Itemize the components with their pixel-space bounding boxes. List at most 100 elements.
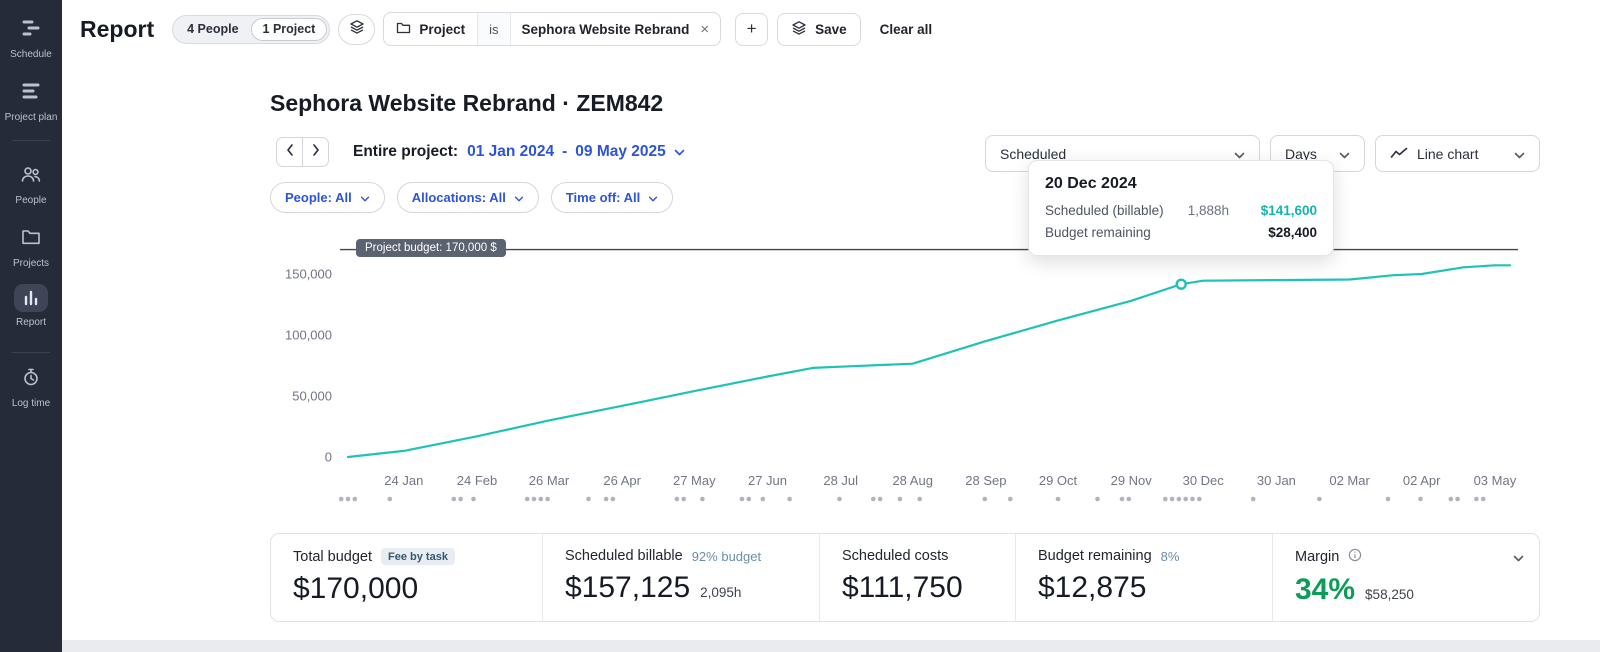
stat-sub-value: 2,095h — [700, 585, 742, 600]
next-period-button[interactable] — [302, 137, 329, 167]
metric-select-value: Scheduled — [1000, 145, 1067, 162]
tooltip-date: 20 Dec 2024 — [1045, 175, 1137, 192]
plus-icon: + — [746, 19, 757, 38]
timeoff-filter-label: Time off: All — [565, 190, 641, 205]
tooltip-row-value: $28,400 — [1268, 225, 1317, 240]
svg-text:0: 0 — [325, 450, 332, 465]
tooltip-row-hours: 1,888h — [1187, 203, 1229, 218]
range-end-date[interactable]: 09 May 2025 — [575, 143, 666, 160]
chevron-down-icon — [648, 190, 658, 205]
project-count-pill[interactable]: 1 Project — [250, 17, 328, 41]
chevron-down-icon — [1514, 146, 1525, 162]
clear-all-button[interactable]: Clear all — [879, 21, 933, 37]
stat-scheduled-costs: Scheduled costs $111,750 — [819, 534, 1015, 621]
svg-text:26 Apr: 26 Apr — [603, 473, 641, 488]
svg-text:100,000: 100,000 — [285, 328, 332, 343]
stat-value: $111,750 — [842, 571, 963, 604]
tooltip-row-label: Scheduled (billable) — [1045, 203, 1164, 218]
stat-budget-remaining: Budget remaining 8% $12,875 — [1015, 534, 1272, 621]
summary-stats-bar: Total budget Fee by task $170,000 Schedu… — [270, 533, 1540, 622]
stat-label: Scheduled costs — [842, 548, 949, 564]
svg-text:28 Sep: 28 Sep — [965, 473, 1006, 488]
line-chart-icon — [1390, 146, 1408, 162]
chevron-right-icon — [312, 143, 320, 161]
add-filter-button[interactable]: + — [735, 12, 769, 46]
projects-icon — [20, 226, 42, 253]
stat-value: $170,000 — [293, 572, 419, 605]
stat-value: $157,125 — [565, 571, 691, 604]
sidebar-item-people[interactable]: People — [0, 163, 62, 206]
svg-text:26 Mar: 26 Mar — [529, 473, 570, 488]
svg-text:29 Oct: 29 Oct — [1039, 473, 1078, 488]
chevron-down-icon — [674, 143, 685, 161]
range-label: Entire project: — [353, 143, 459, 160]
chart-type-select[interactable]: Line chart — [1375, 135, 1540, 172]
sidebar-item-projects[interactable]: Projects — [0, 226, 62, 269]
log-time-icon — [20, 366, 42, 393]
project-title: Sephora Website Rebrand · ZEM842 — [270, 90, 664, 116]
prev-period-button[interactable] — [276, 137, 303, 167]
date-range-picker[interactable]: 01 Jan 2024 - 09 May 2025 — [467, 143, 685, 161]
chart-type-select-value: Line chart — [1417, 145, 1479, 162]
range-separator: - — [562, 143, 568, 160]
topbar: Report 4 People 1 Project Project is Sep… — [62, 0, 1600, 58]
close-icon[interactable]: × — [700, 20, 710, 38]
filter-chip-entity: Project — [419, 21, 466, 37]
people-count-pill[interactable]: 4 People — [187, 22, 239, 36]
tooltip-row: Scheduled (billable) 1,888h $141,600 — [1045, 203, 1317, 218]
sidebar-item-log-time[interactable]: Log time — [0, 366, 62, 409]
scope-pill-group[interactable]: 4 People 1 Project — [172, 14, 331, 44]
people-filter-label: People: All — [285, 190, 352, 205]
sidebar-item-report[interactable]: Report — [0, 284, 62, 328]
sidebar-item-project-plan[interactable]: Project plan — [0, 80, 62, 123]
stack-icon — [349, 19, 365, 40]
page-bottom-gutter — [62, 640, 1600, 652]
filter-chip-operator[interactable]: is — [477, 13, 511, 45]
sidebar-item-schedule[interactable]: Schedule — [0, 17, 62, 60]
chart-tooltip: 20 Dec 2024 Scheduled (billable) 1,888h … — [1028, 160, 1334, 256]
filter-chip-project[interactable]: Project is Sephora Website Rebrand × — [383, 12, 722, 46]
filter-layers-button[interactable] — [338, 13, 376, 45]
date-range-row: Entire project: 01 Jan 2024 - 09 May 202… — [276, 137, 685, 167]
project-plan-icon — [20, 80, 42, 107]
chevron-down-icon — [1339, 146, 1350, 162]
sidebar-divider — [12, 352, 50, 353]
save-button[interactable]: Save — [777, 12, 861, 46]
svg-text:30 Dec: 30 Dec — [1183, 473, 1225, 488]
allocations-filter-label: Allocations: All — [411, 190, 506, 205]
svg-text:150,000: 150,000 — [285, 267, 332, 282]
schedule-icon — [20, 17, 42, 44]
people-filter[interactable]: People: All — [270, 182, 385, 213]
svg-text:24 Jan: 24 Jan — [384, 473, 423, 488]
stat-margin: Margin 34% $58,250 — [1272, 534, 1539, 621]
stat-label: Budget remaining — [1038, 548, 1152, 564]
chart-filter-row: People: All Allocations: All Time off: A… — [270, 182, 674, 213]
filter-chip-value[interactable]: Sephora Website Rebrand — [521, 21, 690, 37]
svg-text:30 Jan: 30 Jan — [1257, 473, 1296, 488]
svg-text:28 Jul: 28 Jul — [823, 473, 858, 488]
report-icon — [14, 284, 48, 312]
stat-label: Margin — [1295, 549, 1340, 565]
stat-value: $12,875 — [1038, 571, 1147, 604]
stack-icon — [791, 20, 807, 39]
margin-expand-chevron[interactable] — [1513, 549, 1524, 567]
save-button-label: Save — [815, 21, 847, 37]
range-start-date[interactable]: 01 Jan 2024 — [467, 143, 555, 160]
svg-text:24 Feb: 24 Feb — [457, 473, 497, 488]
allocations-filter[interactable]: Allocations: All — [396, 182, 539, 213]
info-icon[interactable] — [1348, 548, 1362, 566]
people-icon — [20, 163, 42, 190]
sidebar-item-label: Schedule — [10, 49, 52, 60]
stat-percent: 8% — [1160, 548, 1180, 564]
svg-text:27 May: 27 May — [673, 473, 716, 488]
sidebar-item-label: Log time — [11, 398, 51, 409]
folder-icon — [396, 21, 411, 38]
stat-scheduled-billable: Scheduled billable 92% budget $157,125 2… — [542, 534, 819, 621]
sidebar-item-label: Projects — [12, 258, 50, 269]
sidebar-item-label: People — [15, 195, 47, 206]
sidebar-item-label: Project plan — [4, 112, 58, 123]
budget-line-chart[interactable]: 0 50,000 100,000 150,000 24 Jan 24 Feb 26 Mar 2… — [270, 235, 1530, 511]
chevron-down-icon — [1234, 146, 1245, 162]
timeoff-filter[interactable]: Time off: All — [550, 182, 674, 213]
